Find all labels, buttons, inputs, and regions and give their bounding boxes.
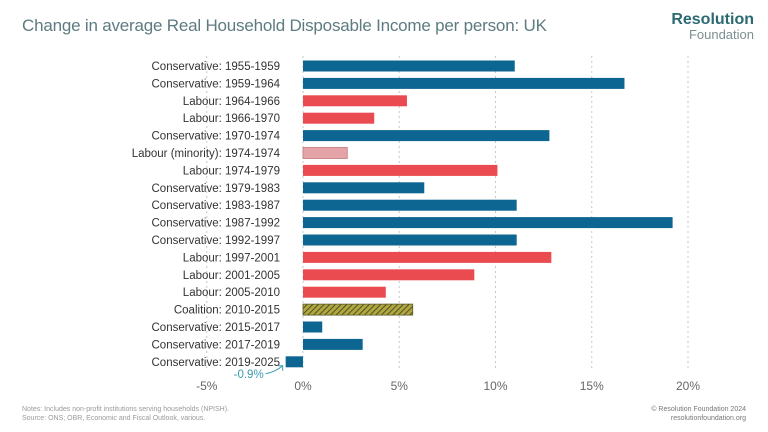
bar [303, 77, 625, 89]
website-line: resolutionfoundation.org [670, 415, 746, 422]
category-label: Conservative: 1992-1997 [152, 235, 281, 247]
annotation-arrow [265, 365, 284, 375]
category-label: Labour: 1966-1970 [183, 113, 280, 125]
bar [303, 60, 515, 72]
category-label: Labour: 2001-2005 [183, 270, 280, 282]
bar [303, 234, 517, 246]
bar [303, 164, 498, 176]
x-tick-label: 15% [580, 379, 604, 393]
category-label: Conservative: 1955-1959 [152, 61, 281, 73]
logo-line1: Resolution [671, 11, 754, 28]
category-label: Labour: 2005-2010 [183, 287, 280, 299]
x-tick-label: 10% [483, 379, 507, 393]
category-label: Conservative: 2019-2025 [152, 357, 281, 369]
x-tick-label: 0% [294, 379, 312, 393]
bar [303, 182, 425, 194]
bar [303, 112, 375, 124]
category-label: Labour (minority): 1974-1974 [132, 148, 281, 160]
bar [303, 321, 323, 333]
annotation-label: -0.9% [234, 369, 264, 381]
bar [303, 269, 475, 281]
bar [303, 217, 673, 229]
category-label: Coalition: 2010-2015 [174, 305, 280, 317]
chart-title: Change in average Real Household Disposa… [22, 16, 547, 35]
category-label: Conservative: 1959-1964 [152, 78, 281, 90]
bar [285, 356, 303, 368]
x-tick-label: 5% [391, 379, 409, 393]
notes-line: Notes: Includes non-profit institutions … [22, 406, 229, 413]
bar [303, 130, 550, 142]
category-label: Labour: 1974-1979 [183, 165, 280, 177]
category-label: Labour: 1997-2001 [183, 252, 280, 264]
resolution-foundation-logo: Resolution Foundation [671, 11, 754, 42]
bar [302, 147, 348, 159]
category-label: Conservative: 1987-1992 [152, 218, 281, 230]
category-label: Conservative: 2015-2017 [152, 322, 281, 334]
bar [303, 95, 407, 107]
bar [303, 338, 363, 350]
category-label: Conservative: 1970-1974 [152, 131, 281, 143]
bar [303, 286, 386, 298]
arrowhead-icon [277, 365, 284, 371]
x-tick-label: 20% [676, 379, 700, 393]
category-label: Conservative: 1979-1983 [152, 183, 281, 195]
logo-line2: Foundation [688, 27, 754, 42]
copyright-line: © Resolution Foundation 2024 [651, 406, 746, 413]
x-tick-label: -5% [196, 379, 218, 393]
copyright: © Resolution Foundation 2024 resolutionf… [651, 405, 746, 423]
bar [303, 251, 552, 263]
category-label: Conservative: 2017-2019 [152, 339, 281, 351]
source-line: Source: ONS; OBR, Economic and Fiscal Ou… [22, 415, 206, 422]
category-label: Conservative: 1983-1987 [152, 200, 281, 212]
bar [303, 199, 517, 211]
bar [302, 303, 414, 316]
category-label: Labour: 1964-1966 [183, 96, 280, 108]
chart-notes: Notes: Includes non-profit institutions … [22, 405, 229, 423]
